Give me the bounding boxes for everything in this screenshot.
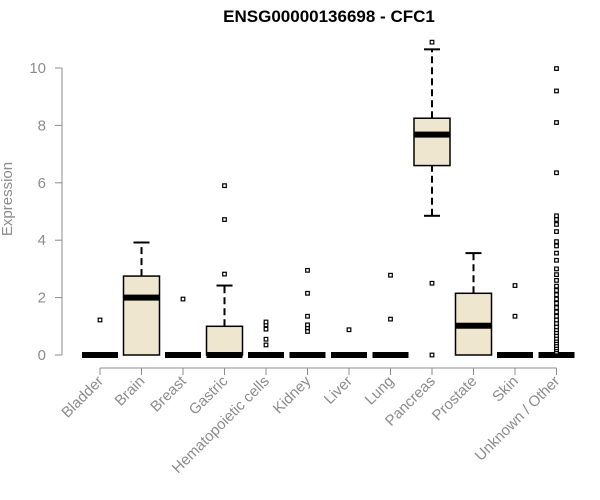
outlier-point [554,277,559,283]
outlier-point [554,222,559,227]
x-tick-label: Lung [362,373,398,409]
outlier-point [263,336,269,342]
outlier-point [263,342,269,348]
outlier-point [305,322,310,328]
x-tick-label: Prostate [429,373,481,425]
box-group [289,267,326,358]
box-group [82,317,118,358]
box-group [413,39,451,358]
median-line [248,352,284,358]
outlier-point [554,283,559,289]
outlier-point [554,66,559,71]
x-tick-label: Breast [147,372,190,415]
box-group [122,241,161,356]
outlier-point [429,39,435,45]
outlier-point [554,257,559,263]
box-body [413,117,451,167]
outlier-point [554,288,559,293]
outlier-point [554,88,559,94]
median-line [82,352,118,358]
chart-title: ENSG00000136698 - CFC1 [223,7,435,26]
outlier-point [222,183,227,189]
outlier-point [554,120,559,125]
outlier-point [512,283,518,288]
outlier-point [554,305,559,311]
outlier-point [554,239,559,245]
median-line [206,352,243,358]
outlier-point [305,290,310,296]
median-line [331,352,367,358]
box-group [331,327,367,358]
median-line [455,322,492,329]
x-tick-label: Bladder [58,373,107,422]
box-group [165,296,201,358]
outlier-point [554,300,559,306]
box-group [205,183,244,358]
median-line [497,352,533,358]
box-group [248,319,284,358]
median-line [414,131,450,138]
y-tick-label: 6 [38,175,46,192]
median-line [165,352,201,358]
median-line [123,294,160,301]
outlier-point [222,217,227,222]
outlier-point [554,313,559,319]
box-group [372,272,409,358]
outlier-point [554,296,559,302]
outlier-point [263,319,269,325]
y-tick-label: 2 [38,290,46,307]
outlier-point [263,326,269,332]
y-axis: 0 2 4 6 8 10 [29,60,63,364]
x-tick-label: Liver [321,373,356,408]
outlier-point [554,170,559,176]
outlier-point [222,271,227,277]
x-tick-label: Skin [489,373,522,406]
box-group [497,283,533,358]
outlier-point [346,327,352,333]
outlier-point [554,213,559,219]
y-tick-label: 0 [38,347,46,364]
outlier-point [512,313,518,319]
outlier-point [554,292,559,298]
outlier-point [554,272,559,278]
outlier-point [97,317,103,323]
outlier-point [388,316,393,322]
outlier-point [429,280,435,286]
x-tick-label: Brain [112,373,149,410]
plot-area [82,39,575,358]
median-line [289,352,326,358]
box-body [122,275,161,356]
outlier-point [429,352,435,358]
y-tick-label: 10 [29,60,46,77]
y-tick-label: 8 [38,117,46,134]
x-tick-label: Kidney [270,372,315,417]
outlier-point [554,317,559,323]
box-group [538,66,575,358]
outlier-point [554,217,559,222]
outlier-point [388,272,393,278]
y-axis-label: Expression [0,162,16,236]
outlier-point [305,329,310,334]
outlier-point [305,313,310,319]
outlier-point [180,296,186,302]
box-group [454,252,493,356]
median-line [372,352,409,358]
outlier-point [554,243,559,249]
outlier-point [554,229,559,234]
outlier-point [554,309,559,315]
y-tick-label: 4 [38,232,46,249]
outlier-point [305,267,310,273]
outlier-point [554,266,559,272]
box-body [205,325,244,356]
outlier-point [554,250,559,256]
median-line [538,352,575,358]
